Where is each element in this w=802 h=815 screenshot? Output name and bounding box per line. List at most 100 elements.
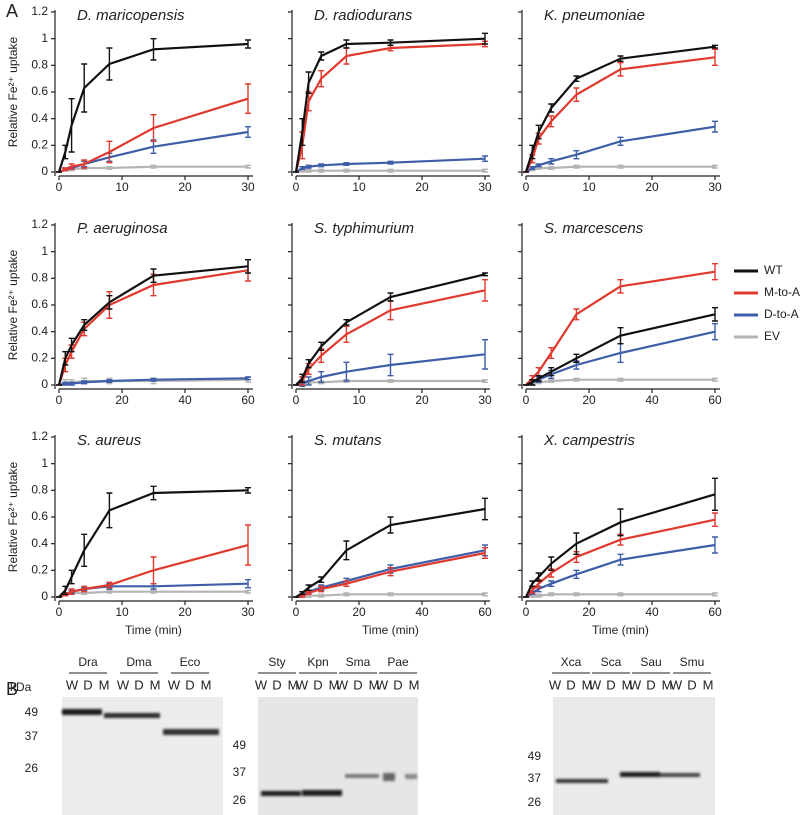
lane-label: M — [201, 677, 212, 692]
y-tick-label: 0 — [41, 164, 48, 178]
marker-label: 26 — [25, 761, 39, 775]
error-bar — [343, 592, 350, 597]
error-bar — [548, 378, 555, 384]
error-bar — [548, 556, 555, 572]
lane-group-label: Sty — [268, 655, 285, 669]
error-bar — [573, 569, 580, 580]
lane-label: D — [606, 677, 615, 692]
axes — [291, 435, 490, 602]
chart-title: S. typhimurium — [314, 220, 414, 237]
y-tick-label: 0.2 — [31, 138, 48, 152]
chart-title: D. radiodurans — [314, 7, 413, 24]
error-bar — [387, 566, 394, 577]
band — [383, 773, 395, 781]
error-bar — [712, 164, 718, 169]
x-axis-label: Time (min) — [592, 623, 649, 637]
lane-label: M — [288, 677, 299, 692]
lane-label: W — [336, 677, 349, 692]
line-chart: 0 20 40 60 X. campestris Time (min) — [518, 432, 722, 637]
lane-group-label: Smu — [680, 655, 705, 669]
band — [62, 709, 102, 715]
error-bar — [712, 306, 718, 322]
chart-title: S. aureus — [77, 432, 142, 449]
y-tick-label: 1 — [41, 31, 48, 45]
error-bar — [299, 373, 306, 384]
lane-group-label: Eco — [180, 655, 201, 669]
error-bar — [573, 592, 580, 597]
x-tick-label: 0 — [523, 180, 530, 194]
lane-label: D — [646, 677, 655, 692]
error-bar — [318, 370, 325, 384]
marker-label: 49 — [25, 705, 39, 719]
error-bar — [343, 361, 350, 382]
error-bar — [712, 44, 718, 49]
error-bar — [482, 168, 488, 173]
band — [405, 774, 417, 779]
error-bar — [387, 378, 394, 384]
error-bar — [245, 589, 251, 594]
lane-label: D — [566, 677, 575, 692]
axes — [54, 435, 253, 602]
error-bar — [245, 83, 251, 115]
line-chart: 0 20 40 60 S. mutans Time (min) — [288, 432, 492, 637]
x-tick-label: 40 — [178, 393, 192, 407]
y-tick-label: 1 — [41, 244, 48, 258]
error-bar — [712, 120, 718, 133]
error-bar — [318, 585, 325, 593]
error-bar — [68, 588, 75, 596]
x-tick-label: 10 — [115, 605, 129, 619]
error-bar — [305, 358, 312, 369]
x-tick-label: 60 — [708, 605, 722, 619]
error-bar — [318, 168, 325, 173]
y-tick-label: 1 — [41, 456, 48, 470]
unit-label: kDa — [10, 680, 32, 694]
x-tick-label: 20 — [645, 180, 659, 194]
x-tick-label: 20 — [115, 393, 129, 407]
x-tick-label: 0 — [56, 605, 63, 619]
x-tick-label: 0 — [293, 180, 300, 194]
lane-label: W — [296, 677, 309, 692]
error-bar — [529, 378, 536, 386]
band — [620, 772, 660, 777]
x-tick-label: 60 — [708, 393, 722, 407]
error-bar — [529, 144, 536, 160]
y-tick-label: 1.2 — [31, 429, 48, 443]
x-tick-label: 30 — [478, 180, 492, 194]
error-bar — [68, 337, 75, 353]
error-bar — [482, 546, 488, 560]
lane-label: W — [549, 677, 562, 692]
lane-label: M — [582, 677, 593, 692]
lane-label: D — [185, 677, 194, 692]
error-bar — [573, 532, 580, 556]
error-bar — [62, 381, 69, 386]
axes — [291, 10, 490, 177]
error-bar — [482, 378, 488, 384]
lane-label: M — [99, 677, 110, 692]
error-bar — [617, 164, 624, 169]
error-bar — [387, 168, 394, 173]
error-bar — [712, 48, 718, 67]
error-bar — [573, 308, 580, 321]
x-tick-label: 30 — [241, 605, 255, 619]
lane-label: D — [83, 677, 92, 692]
error-bar — [305, 168, 312, 173]
lane-label: D — [687, 677, 696, 692]
error-bar — [482, 592, 488, 597]
line-chart: 0 20 40 60 S. marcescens — [518, 220, 722, 407]
axes — [521, 10, 720, 177]
error-bar — [573, 149, 580, 160]
x-tick-label: 30 — [241, 180, 255, 194]
axes — [521, 223, 720, 390]
error-bar — [573, 75, 580, 83]
error-bar — [712, 262, 718, 281]
error-bar — [387, 160, 394, 165]
x-tick-label: 0 — [56, 180, 63, 194]
error-bar — [548, 165, 555, 171]
error-bar — [529, 165, 536, 171]
error-bar — [617, 326, 624, 345]
lane-label: M — [703, 677, 714, 692]
error-bar — [318, 341, 325, 352]
y-tick-label: 0.8 — [31, 483, 48, 497]
error-bar — [529, 580, 536, 588]
y-tick-label: 0.2 — [31, 563, 48, 577]
